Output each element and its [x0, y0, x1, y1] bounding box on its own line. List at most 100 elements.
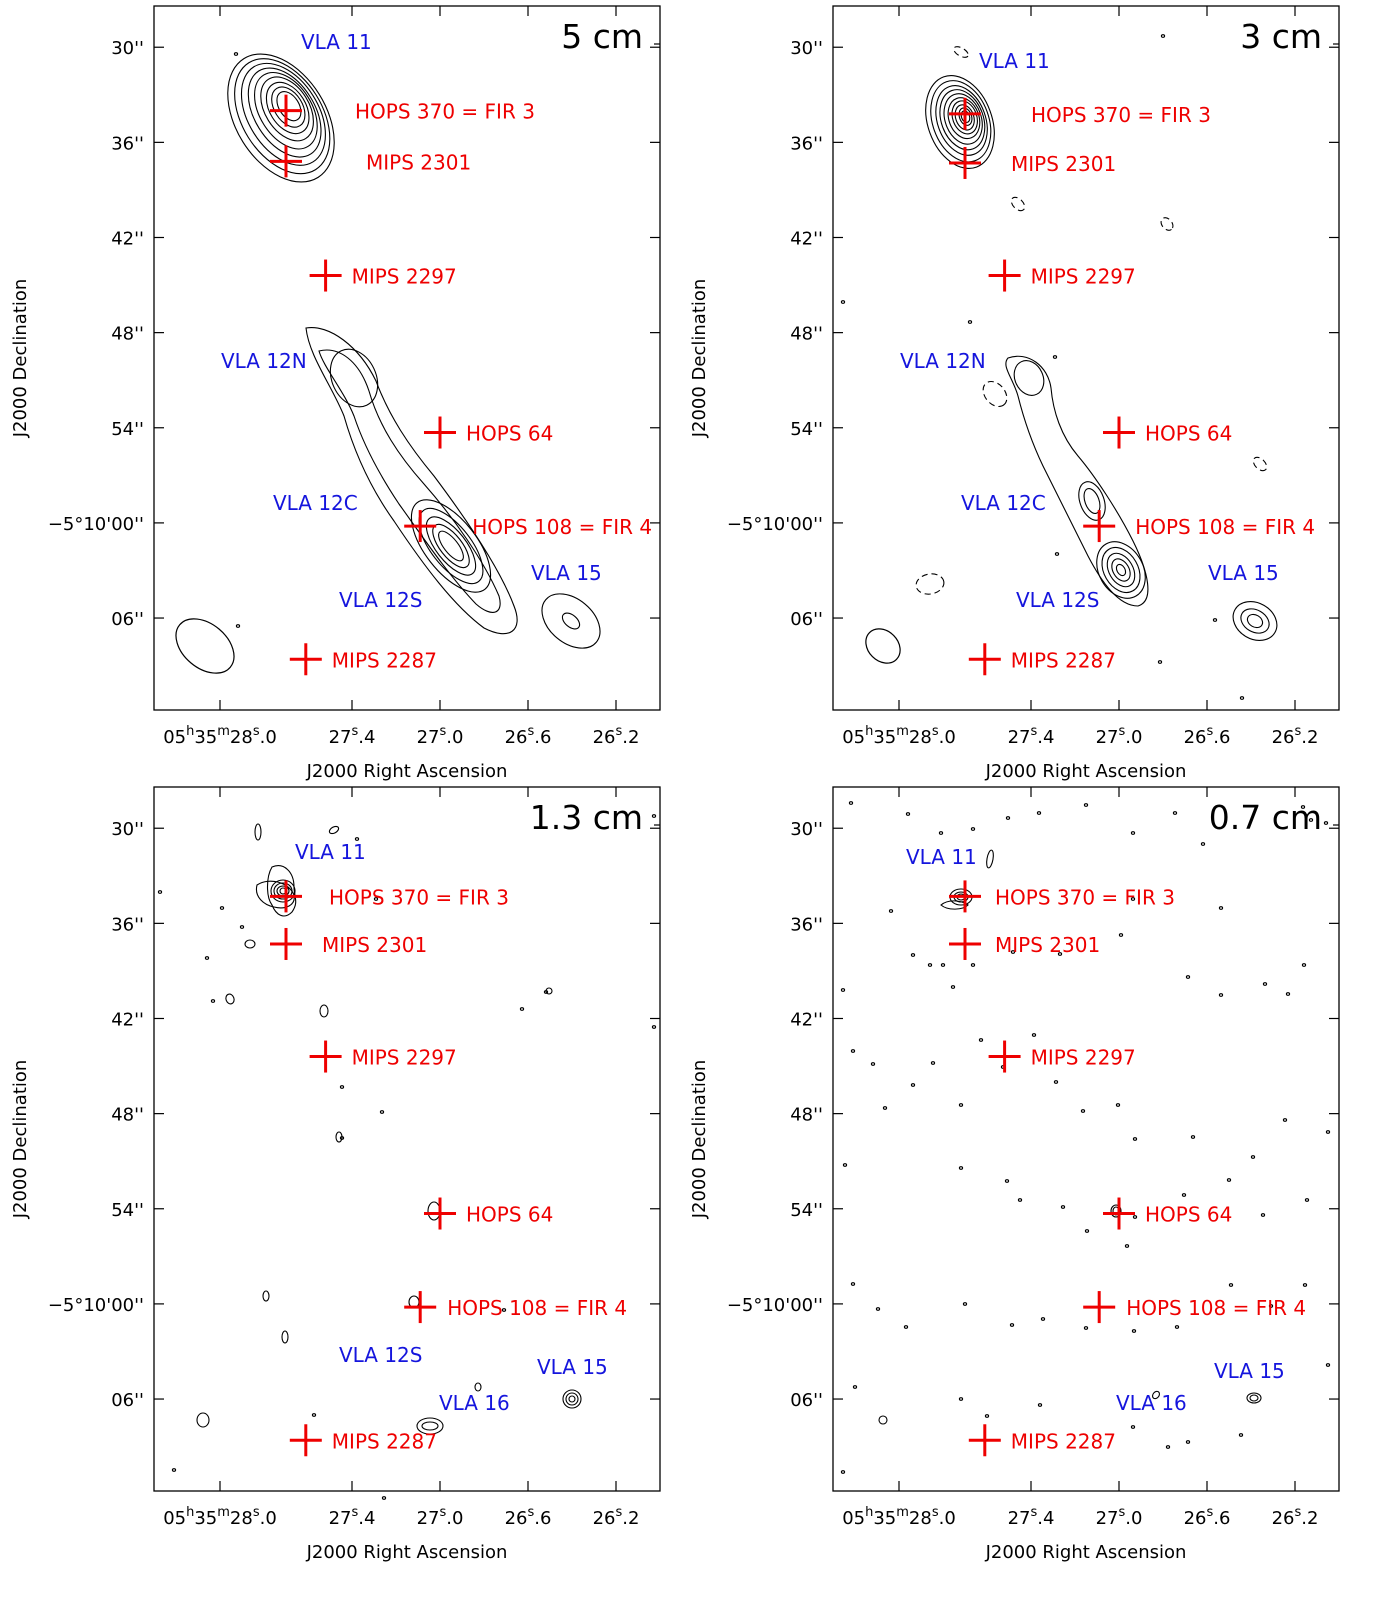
noise-contour — [910, 1083, 916, 1087]
noise-contour — [940, 963, 946, 967]
dec-tick-label: 06'' — [790, 609, 823, 630]
contour-level — [410, 499, 492, 593]
noise-contour — [1212, 618, 1218, 622]
source-label-vla-12n: VLA 12N — [900, 349, 986, 373]
x-axis-label: J2000 Right Ascension — [306, 761, 508, 782]
noise-contour — [1037, 1403, 1043, 1407]
contour-level — [262, 1290, 270, 1302]
noise-contour — [1172, 811, 1178, 815]
contour-level — [438, 530, 464, 562]
noise-contour — [1325, 1363, 1331, 1367]
plot-frame — [832, 5, 1340, 711]
contour-level — [562, 1389, 582, 1409]
dec-tick-label: 06'' — [111, 1390, 144, 1411]
noise-contour — [1218, 906, 1224, 910]
dec-tick-label: 48'' — [790, 1105, 823, 1126]
contour-level — [227, 53, 335, 183]
source-label-vla-12n: VLA 12N — [221, 349, 307, 373]
noise-contour — [1083, 1326, 1089, 1330]
dec-tick-label: 54'' — [111, 1200, 144, 1221]
wavelength-title: 0.7 cm — [1209, 798, 1322, 837]
contour-level — [1115, 563, 1127, 577]
dec-tick-label: −5°10'00'' — [48, 514, 144, 535]
noise-contour — [852, 1385, 858, 1389]
noise-contour — [543, 990, 549, 994]
noise-contour — [339, 1136, 345, 1140]
noise-contour — [1115, 1103, 1121, 1107]
contour-level — [1249, 1394, 1259, 1402]
contour-level — [878, 1415, 888, 1425]
contour-level — [565, 1392, 579, 1406]
dec-tick-label: 36'' — [790, 133, 823, 154]
source-label-hops-370-fir-3: HOPS 370 = FIR 3 — [355, 100, 535, 124]
noise-contour — [1083, 803, 1089, 807]
dec-tick-label: 48'' — [111, 324, 144, 345]
dec-tick-label: 48'' — [790, 324, 823, 345]
noise-contour — [210, 999, 216, 1003]
ra-tick-label: 26s.2 — [593, 724, 640, 748]
contour-level — [270, 879, 296, 903]
ra-tick-label: 05h35m28s.0 — [163, 1505, 277, 1529]
noise-contour — [1160, 34, 1166, 38]
noise-contour — [1131, 1329, 1137, 1333]
noise-contour — [1185, 1440, 1191, 1444]
panel-0-7-cm: 05h35m28s.0 27s.4 27s.0 26s.6 26s.2 30'' 36'' 4… — [689, 786, 1340, 1563]
ra-tick-label: 27s.4 — [329, 724, 376, 748]
contour-level — [244, 939, 256, 949]
noise-contour — [1308, 818, 1314, 822]
noise-contour — [1130, 831, 1136, 835]
ra-tick-label: 27s.0 — [1096, 724, 1143, 748]
contour-level — [1232, 601, 1278, 641]
source-label-mips-2297: MIPS 2297 — [1031, 265, 1136, 289]
contour-level — [271, 86, 306, 128]
ra-tick-label: 27s.0 — [417, 724, 464, 748]
dec-tick-label: 30'' — [111, 819, 144, 840]
noise-contour — [1009, 1323, 1015, 1327]
noise-contour — [1323, 821, 1329, 825]
contour-level — [541, 593, 601, 649]
source-label-vla-16: VLA 16 — [439, 1391, 510, 1415]
source-label-mips-2287: MIPS 2287 — [1011, 648, 1116, 672]
contour-level — [427, 1201, 441, 1221]
source-label-mips-2297: MIPS 2297 — [1031, 1046, 1136, 1070]
contour-level — [329, 348, 379, 408]
noise-contour — [840, 1470, 846, 1474]
ra-tick-label: 26s.6 — [505, 724, 552, 748]
contour-level — [425, 516, 477, 576]
noise-contour — [651, 814, 657, 818]
noise-contour — [1036, 811, 1042, 815]
beam-ellipse — [865, 628, 901, 664]
panel-1-3-cm: 05h35m28s.0 27s.4 27s.0 26s.6 26s.2 30'' 36'' 4… — [10, 786, 661, 1563]
noise-contour — [970, 827, 976, 831]
wavelength-title: 1.3 cm — [530, 798, 643, 837]
noise-contour — [1304, 1198, 1310, 1202]
contour-level — [1096, 541, 1146, 599]
noise-contour — [1165, 1445, 1171, 1449]
noise-contour — [1228, 1283, 1234, 1287]
noise-contour — [1250, 1155, 1256, 1159]
noise-contour — [519, 1007, 525, 1011]
noise-contour — [970, 963, 976, 967]
noise-contour — [1057, 952, 1063, 956]
noise-contour — [239, 925, 245, 929]
noise-contour — [204, 956, 210, 960]
ra-tick-label: 05h35m28s.0 — [842, 724, 956, 748]
noise-contour — [927, 963, 933, 967]
noise-contour — [938, 831, 944, 835]
noise-contour — [1118, 933, 1124, 937]
contour-level — [265, 81, 310, 135]
noise-contour — [1174, 1325, 1180, 1329]
noise-contour — [1302, 1283, 1308, 1287]
noise-contour — [1017, 1198, 1023, 1202]
contour-level — [939, 89, 986, 151]
contour-level — [418, 507, 484, 585]
source-label-hops-108-fir-4: HOPS 108 = FIR 4 — [472, 515, 652, 539]
contour-level — [1101, 546, 1141, 594]
dec-tick-label: 30'' — [111, 38, 144, 59]
dec-tick-label: −5°10'00'' — [48, 1295, 144, 1316]
noise-contour — [1325, 1130, 1331, 1134]
contour-level — [1240, 608, 1270, 634]
contour-level — [940, 900, 969, 910]
noise-contour — [1262, 982, 1268, 986]
